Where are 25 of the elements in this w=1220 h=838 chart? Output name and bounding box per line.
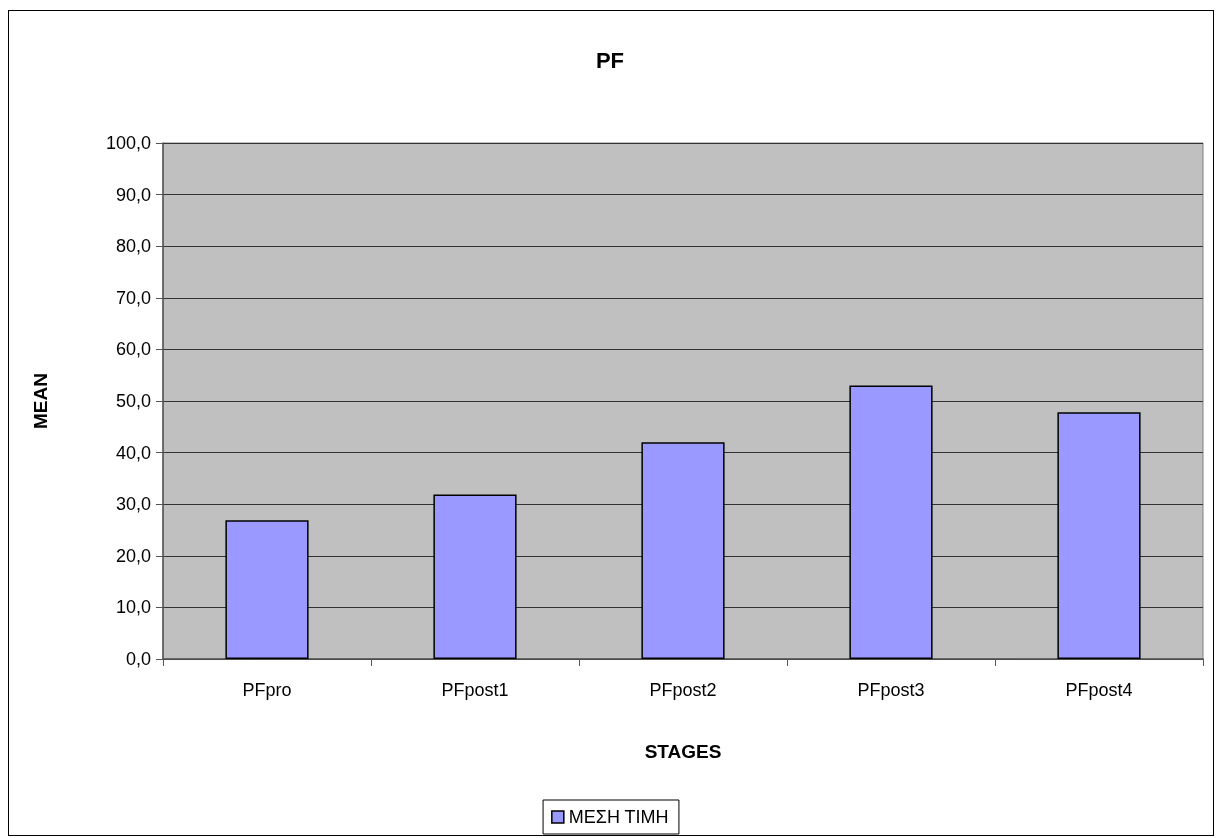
y-axis-title: MEAN — [30, 373, 51, 429]
y-tick-label: 70,0 — [115, 287, 151, 308]
x-tick-label: PFpro — [242, 680, 292, 700]
bar — [849, 385, 933, 659]
y-tick-label: 50,0 — [115, 391, 151, 411]
x-tick-label: PFpost4 — [1065, 680, 1133, 700]
y-tick-label: 100,0 — [105, 133, 151, 153]
y-tick-label: 40,0 — [115, 442, 151, 463]
bar — [225, 520, 309, 659]
x-axis-title: STAGES — [644, 741, 722, 762]
x-tick-label: PFpost2 — [649, 680, 717, 700]
y-tick-label: 90,0 — [115, 184, 151, 205]
bar — [641, 442, 725, 659]
x-tick-label: PFpost3 — [857, 680, 925, 700]
y-tick-label: 80,0 — [115, 236, 151, 257]
x-tick-label: PFpost1 — [441, 680, 509, 700]
bar — [433, 494, 517, 659]
legend-label: ΜΕΣΗ ΤΙΜΗ — [568, 807, 669, 827]
y-tick-label: 10,0 — [115, 597, 151, 618]
y-tick-label: 20,0 — [115, 545, 151, 566]
y-tick-label: 30,0 — [115, 494, 151, 515]
y-tick-label: 60,0 — [115, 339, 151, 360]
chart-title: PF — [595, 47, 625, 73]
y-tick-label: 0,0 — [125, 649, 151, 669]
bar — [1057, 412, 1141, 659]
